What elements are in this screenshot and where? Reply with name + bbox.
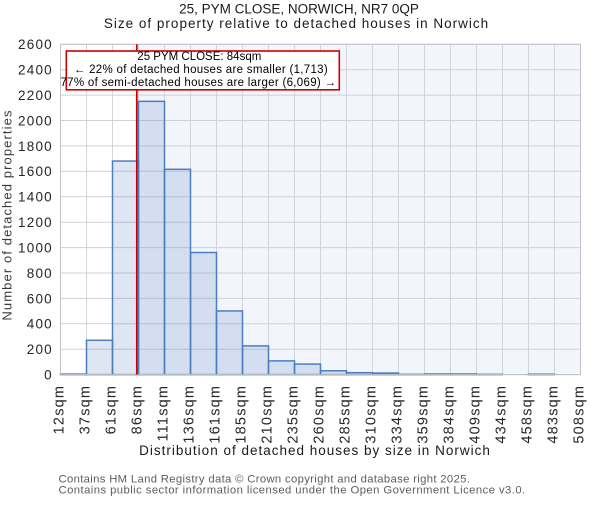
svg-text:334sqm: 334sqm xyxy=(389,385,405,444)
svg-text:600: 600 xyxy=(27,291,53,306)
svg-text:800: 800 xyxy=(27,266,53,281)
svg-text:2000: 2000 xyxy=(18,113,53,128)
svg-text:136sqm: 136sqm xyxy=(181,385,197,444)
svg-text:359sqm: 359sqm xyxy=(415,385,431,444)
svg-text:400: 400 xyxy=(27,317,53,332)
svg-text:285sqm: 285sqm xyxy=(337,385,353,444)
svg-text:61sqm: 61sqm xyxy=(103,385,119,435)
svg-text:1800: 1800 xyxy=(18,139,53,154)
svg-text:384sqm: 384sqm xyxy=(441,385,457,444)
svg-text:434sqm: 434sqm xyxy=(493,385,509,444)
svg-text:← 22% of detached houses are s: ← 22% of detached houses are smaller (1,… xyxy=(74,64,328,76)
svg-text:Size of property relative to d: Size of property relative to detached ho… xyxy=(104,16,489,31)
svg-text:37sqm: 37sqm xyxy=(77,385,93,435)
svg-text:Contains public sector informa: Contains public sector information licen… xyxy=(59,484,526,496)
svg-text:1400: 1400 xyxy=(18,190,53,205)
svg-text:2600: 2600 xyxy=(18,37,53,52)
svg-text:260sqm: 260sqm xyxy=(311,385,327,444)
svg-text:235sqm: 235sqm xyxy=(285,385,301,444)
svg-text:409sqm: 409sqm xyxy=(467,385,483,444)
svg-text:77% of semi-detached houses ar: 77% of semi-detached houses are larger (… xyxy=(60,77,336,89)
svg-text:86sqm: 86sqm xyxy=(129,385,145,435)
svg-text:2200: 2200 xyxy=(18,88,53,103)
svg-text:25, PYM CLOSE, NORWICH, NR7 0Q: 25, PYM CLOSE, NORWICH, NR7 0QP xyxy=(179,2,419,17)
svg-text:1200: 1200 xyxy=(18,215,53,230)
svg-text:2400: 2400 xyxy=(18,63,53,78)
svg-text:0: 0 xyxy=(44,368,53,383)
svg-text:12sqm: 12sqm xyxy=(51,385,67,435)
svg-text:483sqm: 483sqm xyxy=(545,385,561,444)
svg-text:25 PYM CLOSE: 84sqm: 25 PYM CLOSE: 84sqm xyxy=(137,51,261,63)
svg-text:200: 200 xyxy=(27,342,53,357)
svg-text:161sqm: 161sqm xyxy=(207,385,223,444)
svg-text:1000: 1000 xyxy=(18,241,53,256)
svg-text:458sqm: 458sqm xyxy=(519,385,535,444)
svg-text:508sqm: 508sqm xyxy=(571,385,587,444)
svg-text:210sqm: 210sqm xyxy=(259,385,275,444)
svg-text:Number of detached properties: Number of detached properties xyxy=(0,109,15,320)
svg-text:310sqm: 310sqm xyxy=(363,385,379,444)
svg-text:185sqm: 185sqm xyxy=(233,385,249,444)
svg-text:111sqm: 111sqm xyxy=(155,385,171,442)
svg-text:Distribution of detached house: Distribution of detached houses by size … xyxy=(139,443,491,458)
svg-text:1600: 1600 xyxy=(18,164,53,179)
